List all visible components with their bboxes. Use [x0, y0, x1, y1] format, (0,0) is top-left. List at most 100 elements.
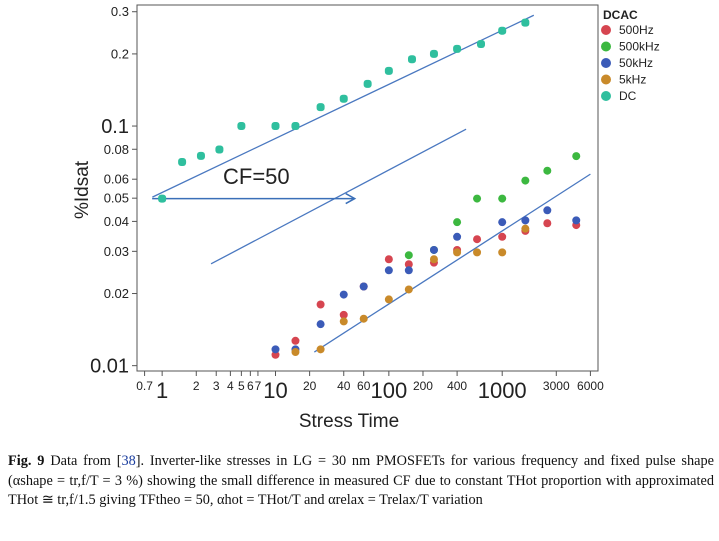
plot-frame	[136, 4, 599, 372]
x-tick-label: 6000	[577, 379, 604, 393]
point-dc	[407, 55, 416, 64]
point-dc	[521, 18, 530, 27]
x-tick-label: 10	[263, 378, 287, 403]
x-tick-label: 20	[303, 379, 317, 393]
point-5khz	[359, 314, 368, 323]
point-dc	[476, 39, 485, 48]
point-500khz	[543, 166, 552, 175]
point-500hz	[473, 235, 482, 244]
point-500hz	[384, 255, 393, 264]
point-5khz	[429, 255, 438, 264]
legend-marker-dc	[601, 91, 611, 101]
y-tick-label: 0.06	[104, 172, 129, 187]
cf-label: CF=50	[223, 164, 290, 189]
y-tick-label: 0.1	[101, 116, 129, 138]
point-500hz	[271, 350, 280, 359]
x-axis: 0.7 1 2 3 4 5 6 7 10 20 40 60 100 200 400 1000 3000 6000	[136, 371, 604, 403]
y-tick-label: 0.05	[104, 191, 129, 206]
fit-lines	[152, 14, 591, 353]
legend-label-dc: DC	[619, 89, 637, 103]
y-tick-label: 0.03	[104, 244, 129, 259]
point-50khz	[359, 282, 368, 291]
cf-arrow-head	[345, 192, 357, 205]
y-tick-label: 0.3	[111, 4, 129, 19]
point-500khz	[572, 152, 581, 161]
point-dc	[291, 122, 300, 131]
fit-line	[210, 128, 467, 265]
point-dc	[316, 103, 325, 112]
point-5khz	[291, 348, 300, 357]
point-dc	[453, 44, 462, 53]
point-50khz	[429, 245, 438, 254]
fit-line	[313, 173, 591, 353]
point-dc	[215, 145, 224, 154]
legend-label-5khz: 5kHz	[619, 73, 646, 87]
fit-line	[152, 14, 535, 198]
point-dc	[363, 79, 372, 88]
point-500khz	[453, 218, 462, 227]
point-dc	[196, 151, 205, 160]
point-50khz	[339, 290, 348, 299]
legend-marker-5khz	[601, 74, 611, 85]
point-50khz	[543, 206, 552, 215]
x-tick-label: 3000	[543, 379, 570, 393]
x-tick-label: 400	[447, 379, 467, 393]
y-axis: 0.01 0.02 0.03 0.04 0.05 0.06 0.08 0.1 0.2 0.3	[90, 4, 137, 378]
x-tick-label: 3	[213, 379, 220, 393]
legend-label-50khz: 50kHz	[619, 56, 653, 70]
point-50khz	[316, 320, 325, 329]
x-tick-label: 1000	[478, 378, 527, 403]
x-axis-title: Stress Time	[299, 411, 399, 432]
point-dc	[271, 122, 280, 131]
point-500hz	[291, 336, 300, 345]
point-500hz	[404, 260, 413, 269]
point-50khz	[453, 232, 462, 241]
x-tick-label: 100	[370, 378, 407, 403]
point-50khz	[572, 216, 581, 225]
point-dc	[498, 26, 507, 35]
x-tick-label: 6	[247, 379, 254, 393]
point-50khz	[521, 216, 530, 225]
point-50khz	[271, 345, 280, 354]
legend-marker-500hz	[601, 25, 611, 35]
point-500khz	[521, 176, 530, 185]
figure-label: Fig. 9	[8, 453, 45, 469]
point-5khz	[384, 295, 393, 304]
y-tick-label: 0.08	[104, 142, 129, 157]
point-500khz	[404, 251, 413, 260]
point-500khz	[473, 194, 482, 203]
caption-text-start: Data from [	[50, 453, 122, 469]
point-50khz	[384, 266, 393, 275]
x-tick-label: 40	[337, 379, 351, 393]
x-tick-label: 4	[227, 379, 234, 393]
point-500hz	[498, 232, 507, 241]
point-5khz	[473, 248, 482, 257]
legend-title: DCAC	[603, 8, 638, 22]
figure-caption: Fig. 9 Data from [38]. Inverter-like stre…	[8, 452, 714, 511]
point-5khz	[521, 224, 530, 233]
chart: 0.7 1 2 3 4 5 6 7 10 20 40 60 100 200 400 1000 3000 6000 …	[72, 4, 660, 432]
caption-text-end: ]. Inverter-like stresses in LG = 30 nm …	[8, 453, 714, 508]
point-dc	[158, 194, 167, 203]
legend-label-500khz: 500kHz	[619, 40, 660, 54]
x-tick-label: 200	[413, 379, 433, 393]
caption-reference-link[interactable]: 38	[121, 453, 136, 469]
point-5khz	[404, 285, 413, 294]
x-tick-label: 1	[156, 378, 168, 403]
point-500hz	[339, 310, 348, 319]
point-5khz	[498, 248, 507, 257]
x-tick-label: 60	[357, 379, 371, 393]
point-dc	[384, 66, 393, 75]
point-5khz	[453, 248, 462, 257]
point-dc	[178, 157, 187, 166]
point-50khz	[404, 266, 413, 275]
point-5khz	[316, 345, 325, 354]
x-tick-label: 0.7	[136, 379, 153, 393]
y-tick-label: 0.01	[90, 356, 129, 378]
point-500hz	[316, 300, 325, 309]
y-axis-title: %Idsat	[72, 160, 93, 219]
point-5khz	[339, 317, 348, 326]
point-500hz	[543, 219, 552, 228]
x-tick-label: 2	[193, 379, 200, 393]
y-tick-label: 0.02	[104, 286, 129, 301]
